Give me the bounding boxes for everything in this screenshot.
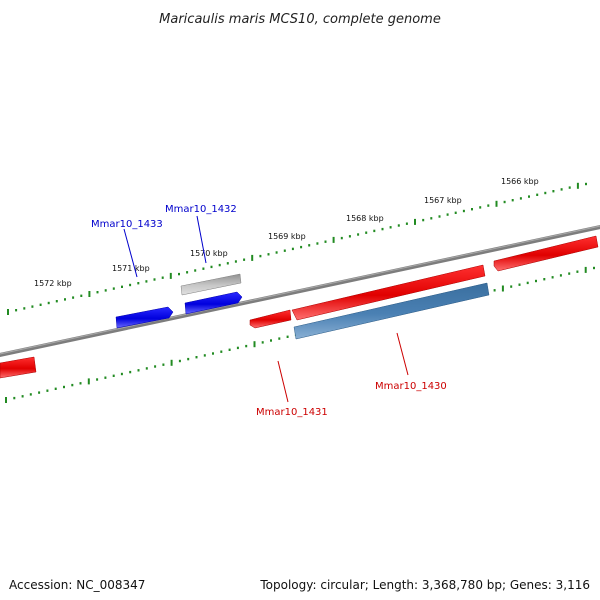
leader-mmar10-1431 [277, 360, 289, 403]
scale-label-1568: 1568 kbp [346, 214, 384, 223]
leader-mmar10-1433 [123, 228, 138, 278]
scale-label-1569: 1569 kbp [268, 232, 306, 241]
scale-label-1571: 1571 kbp [112, 264, 150, 273]
gene-mmar10-1433[interactable] [115, 306, 174, 329]
label-mmar10-1433[interactable]: Mmar10_1433 [91, 219, 163, 230]
label-mmar10-1431[interactable]: Mmar10_1431 [256, 407, 328, 418]
leader-mmar10-1430 [396, 332, 409, 376]
scale-label-1567: 1567 kbp [424, 196, 462, 205]
gene-mmar10-1430-band[interactable] [291, 264, 486, 321]
scale-label-1566: 1566 kbp [501, 177, 539, 186]
gene-mmar10-1430[interactable] [293, 282, 490, 340]
accession-label: Accession: NC_008347 [9, 578, 146, 592]
label-mmar10-1432[interactable]: Mmar10_1432 [165, 204, 237, 215]
gene-mmar10-1431[interactable] [249, 309, 292, 329]
gene-left-edge[interactable] [0, 356, 37, 379]
label-mmar10-1430[interactable]: Mmar10_1430 [375, 381, 447, 392]
scale-label-1570: 1570 kbp [190, 249, 228, 258]
leader-mmar10-1432 [196, 215, 207, 264]
outer-tick-row [7, 182, 587, 315]
scale-label-1572: 1572 kbp [34, 279, 72, 288]
gene-mmar10-1432[interactable] [184, 291, 243, 315]
gene-right-edge[interactable] [493, 235, 599, 272]
genome-summary: Topology: circular; Length: 3,368,780 bp… [260, 578, 590, 592]
map-title: Maricaulis maris MCS10, complete genome [159, 12, 441, 27]
gene-pseudo-1432-outer[interactable] [180, 273, 242, 296]
